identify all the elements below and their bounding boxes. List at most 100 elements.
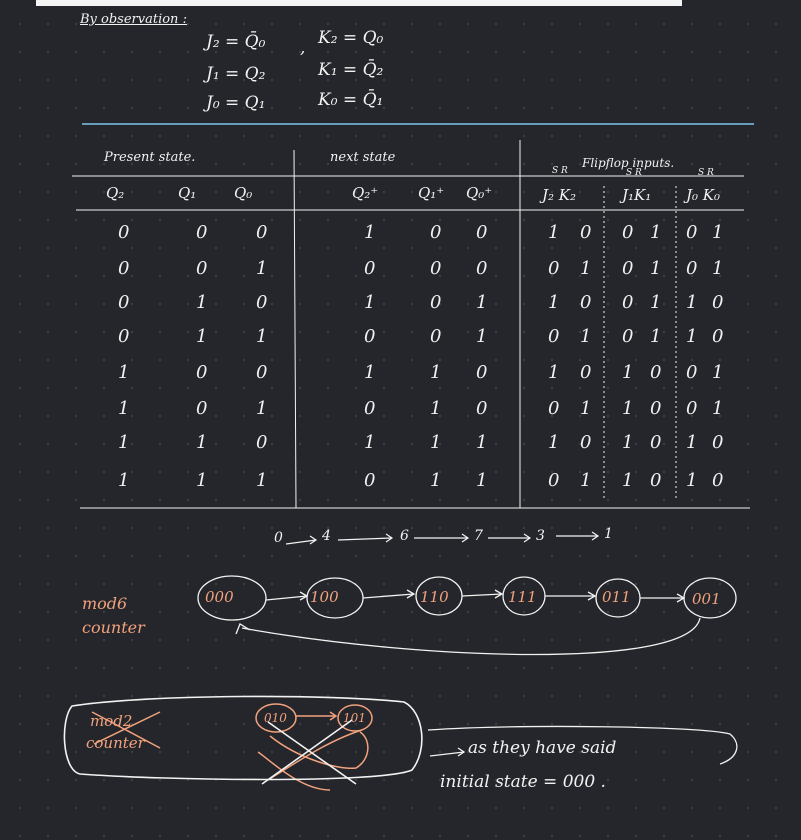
next-state-cell: 0 bbox=[364, 326, 376, 347]
present-state-cell: 0 bbox=[256, 222, 268, 243]
present-state-cell: 1 bbox=[196, 292, 208, 313]
jk2-cell: 1 bbox=[580, 470, 592, 491]
note-arrow bbox=[429, 751, 465, 757]
transition-arrow bbox=[265, 595, 308, 601]
jk0-cell: 0 bbox=[686, 258, 698, 279]
k0-equation: K₀ = Q̄₁ bbox=[318, 90, 384, 110]
jk2-cell: 1 bbox=[548, 362, 560, 383]
present-state-cell: 0 bbox=[118, 258, 130, 279]
jk1-cell: 1 bbox=[650, 326, 662, 347]
j2-equation: J₂ = Q̄₀ bbox=[206, 32, 266, 52]
jk2-cell: 1 bbox=[580, 326, 592, 347]
jk2-cell: 0 bbox=[548, 326, 560, 347]
jk0-cell: 0 bbox=[686, 362, 698, 383]
sequence-item: 1 bbox=[604, 526, 613, 542]
j0-equation: J₀ = Q₁ bbox=[206, 93, 266, 113]
jk1-cell: 0 bbox=[650, 398, 662, 419]
present-state-cell: 1 bbox=[256, 470, 268, 491]
next-state-cell: 0 bbox=[430, 326, 442, 347]
state-circle bbox=[683, 577, 737, 619]
jk2-cell: 0 bbox=[548, 470, 560, 491]
mod6-label-counter: counter bbox=[82, 618, 145, 637]
mod6-state: 001 bbox=[692, 590, 721, 608]
jk2-cell: 1 bbox=[580, 258, 592, 279]
mod2-strike bbox=[257, 751, 331, 791]
present-state-cell: 1 bbox=[256, 326, 268, 347]
sr-mark: S R bbox=[552, 166, 568, 176]
next-state-cell: 1 bbox=[476, 326, 488, 347]
next-state-cell: 1 bbox=[476, 432, 488, 453]
header-jk2: J₂ K₂ bbox=[542, 186, 577, 204]
present-state-cell: 1 bbox=[118, 398, 130, 419]
mod2-label-counter: counter bbox=[86, 734, 145, 752]
note-line1: as they have said bbox=[468, 738, 617, 758]
j1-equation: J₁ = Q₂ bbox=[206, 64, 266, 84]
sr-mark: S R bbox=[698, 168, 714, 178]
jk0-cell: 1 bbox=[712, 398, 724, 419]
state-circle bbox=[306, 577, 364, 619]
present-state-cell: 1 bbox=[196, 470, 208, 491]
jk0-cell: 0 bbox=[712, 292, 724, 313]
next-state-cell: 0 bbox=[430, 258, 442, 279]
jk0-cell: 0 bbox=[686, 222, 698, 243]
state-circle bbox=[197, 575, 267, 621]
header-jk1: J₁K₁ bbox=[622, 186, 652, 204]
jk1-cell: 0 bbox=[622, 222, 634, 243]
next-state-label: next state bbox=[330, 150, 396, 165]
mod2-strike bbox=[269, 731, 369, 769]
present-state-cell: 1 bbox=[196, 432, 208, 453]
mod2-state: 010 bbox=[264, 711, 287, 725]
jk1-cell: 1 bbox=[622, 432, 634, 453]
next-state-cell: 0 bbox=[364, 398, 376, 419]
state-circle bbox=[502, 576, 546, 616]
mod2-cross bbox=[261, 719, 353, 785]
state-circle bbox=[415, 576, 463, 616]
mod6-state: 111 bbox=[508, 588, 537, 606]
sequence-arrow bbox=[285, 539, 317, 545]
present-state-cell: 1 bbox=[196, 326, 208, 347]
next-state-cell: 1 bbox=[430, 470, 442, 491]
mod6-state: 000 bbox=[205, 588, 234, 606]
mod2-box-outline bbox=[63, 695, 423, 781]
next-state-cell: 0 bbox=[364, 470, 376, 491]
sr-mark: S R bbox=[626, 168, 642, 178]
present-state-cell: 0 bbox=[196, 398, 208, 419]
next-state-cell: 1 bbox=[476, 470, 488, 491]
present-state-cell: 0 bbox=[196, 362, 208, 383]
flipflop-inputs-label: Flipflop inputs. bbox=[582, 156, 675, 170]
transition-arrow bbox=[461, 593, 503, 597]
next-state-cell: 1 bbox=[364, 362, 376, 383]
sequence-item: 6 bbox=[400, 528, 409, 544]
state-circle bbox=[595, 578, 641, 618]
jk1-cell: 0 bbox=[622, 326, 634, 347]
next-state-cell: 1 bbox=[364, 432, 376, 453]
present-state-cell: 0 bbox=[196, 222, 208, 243]
sequence-item: 0 bbox=[274, 530, 283, 546]
jk0-cell: 0 bbox=[712, 326, 724, 347]
sequence-item: 7 bbox=[474, 528, 483, 544]
jk0-cell: 0 bbox=[686, 398, 698, 419]
jk1-cell: 1 bbox=[622, 362, 634, 383]
present-next-divider bbox=[293, 149, 297, 509]
next-state-cell: 0 bbox=[476, 398, 488, 419]
present-state-cell: 0 bbox=[196, 258, 208, 279]
jk0-cell: 0 bbox=[712, 470, 724, 491]
present-state-cell: 1 bbox=[256, 258, 268, 279]
jk1-cell: 1 bbox=[650, 292, 662, 313]
jk1-cell: 0 bbox=[650, 362, 662, 383]
jk0-cell: 0 bbox=[712, 432, 724, 453]
note-outline bbox=[427, 725, 738, 765]
next-state-cell: 1 bbox=[364, 292, 376, 313]
jk1-cell: 1 bbox=[622, 470, 634, 491]
header-jk0: J₀ K₀ bbox=[686, 186, 721, 204]
mod2-strike bbox=[267, 729, 363, 781]
sequence-arrow bbox=[337, 537, 393, 541]
return-arrow bbox=[241, 617, 701, 656]
jk2-cell: 0 bbox=[548, 398, 560, 419]
mod2-label-strike bbox=[93, 711, 161, 745]
next-state-cell: 0 bbox=[476, 222, 488, 243]
present-state-cell: 0 bbox=[118, 326, 130, 347]
jk2-cell: 0 bbox=[580, 222, 592, 243]
next-state-cell: 1 bbox=[430, 398, 442, 419]
jk2-cell: 0 bbox=[580, 362, 592, 383]
